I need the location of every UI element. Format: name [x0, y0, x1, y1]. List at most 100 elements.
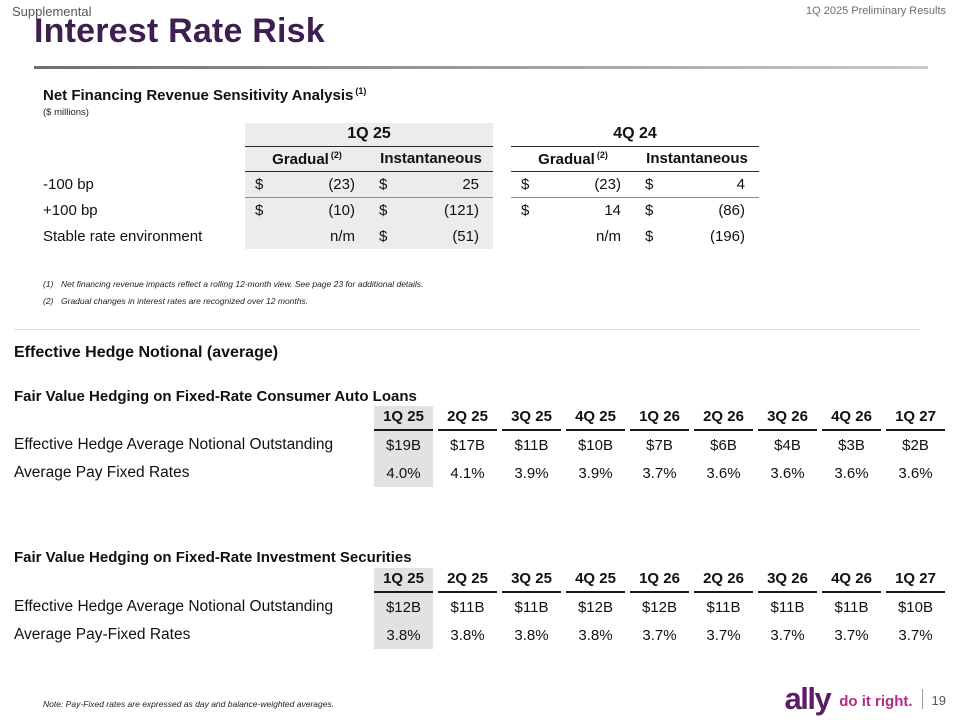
row-label: Effective Hedge Average Notional Outstan…	[14, 436, 334, 453]
cell: $10B	[577, 436, 614, 454]
cell: 3.7%	[642, 626, 677, 644]
cell: $11B	[514, 436, 549, 454]
cell: n/m	[245, 223, 369, 249]
units-label: ($ millions)	[43, 107, 89, 118]
spacer-cell	[43, 146, 245, 171]
gradual-label: Gradual	[538, 150, 595, 168]
cell: $4B	[774, 436, 801, 454]
subcol-gradual-4q24: Gradual (2)	[511, 146, 635, 172]
cell: $11B	[514, 598, 549, 616]
currency-sign: $	[379, 227, 388, 245]
investment-securities-table: 1Q 25 2Q 25 3Q 25 4Q 25 1Q 26 2Q 26 3Q 2…	[9, 568, 950, 649]
footnote-text: Net financing revenue impacts reflect a …	[61, 279, 424, 289]
row-label: -100 bp	[43, 175, 94, 193]
subcol-instantaneous-1q25: Instantaneous	[369, 146, 493, 172]
footnote-ref-1: (1)	[355, 86, 367, 96]
col-group-1q25: 1Q 25	[245, 123, 493, 147]
cell-value: (121)	[443, 201, 479, 219]
cell: $10B	[897, 598, 934, 616]
cell: 3.8%	[514, 626, 549, 644]
brand-block: ally do it right. 19	[784, 683, 946, 714]
col-header: 4Q 26	[822, 568, 881, 593]
section-divider	[14, 329, 920, 330]
gradual-label: Gradual	[272, 150, 329, 168]
col-header: 2Q 26	[694, 568, 753, 593]
cell: $14	[511, 197, 635, 223]
currency-sign: $	[645, 227, 654, 245]
header-row: 1Q 25 2Q 25 3Q 25 4Q 25 1Q 26 2Q 26 3Q 2…	[14, 568, 945, 593]
cell: $7B	[646, 436, 673, 454]
cell-value: (23)	[328, 175, 355, 193]
col-header: 1Q 25	[374, 406, 433, 431]
cell: 3.8%	[374, 621, 433, 649]
auto-loans-table: 1Q 25 2Q 25 3Q 25 4Q 25 1Q 26 2Q 26 3Q 2…	[9, 406, 950, 487]
cell: 4.0%	[374, 459, 433, 487]
spacer-cell	[493, 123, 511, 146]
subcol-gradual-1q25: Gradual (2)	[245, 146, 369, 172]
footnotes: (1) Net financing revenue impacts reflect…	[43, 279, 808, 306]
col-header: 1Q 25	[374, 568, 433, 593]
cell: $12B	[641, 598, 678, 616]
title-divider	[34, 66, 928, 69]
currency-sign: $	[645, 175, 654, 193]
cell: $17B	[449, 436, 486, 454]
col-header: 4Q 25	[566, 568, 625, 593]
cell: 3.6%	[898, 464, 933, 482]
table-row: Stable rate environment n/m $ (51) n/m $ (…	[43, 223, 759, 249]
spacer-cell	[14, 406, 369, 431]
cell: 3.7%	[706, 626, 741, 644]
cell: 3.6%	[834, 464, 869, 482]
col-header: 2Q 25	[438, 406, 497, 431]
sensitivity-title-text: Net Financing Revenue Sensitivity Analys…	[43, 87, 354, 104]
currency-sign: $	[255, 175, 264, 193]
spacer-cell	[493, 171, 511, 197]
sensitivity-section: Net Financing Revenue Sensitivity Analys…	[43, 86, 808, 313]
ally-logo: ally	[784, 681, 831, 716]
spacer-cell	[493, 223, 511, 249]
page-number-divider	[921, 688, 923, 709]
footnote-text: Gradual changes in interest rates are re…	[61, 296, 309, 306]
cell: $ (10)	[245, 197, 369, 223]
row-label: Effective Hedge Average Notional Outstan…	[14, 598, 334, 615]
table-row: Effective Hedge Average Notional Outstan…	[14, 431, 945, 459]
deck-subtitle: 1Q 2025 Preliminary Results	[805, 5, 946, 17]
col-group-4q24: 4Q 24	[511, 123, 759, 147]
cell: 3.6%	[770, 464, 805, 482]
cell: n/m	[511, 223, 635, 249]
cell: 3.9%	[514, 464, 549, 482]
cell: 3.6%	[706, 464, 741, 482]
cell-value: (196)	[709, 227, 745, 245]
cell-value: (51)	[452, 227, 479, 245]
cell: $3B	[838, 436, 865, 454]
cell: $6B	[710, 436, 737, 454]
auto-loans-table-title: Fair Value Hedging on Fixed-Rate Consume…	[14, 388, 417, 405]
cell: $19B	[374, 431, 433, 459]
col-header: 2Q 26	[694, 406, 753, 431]
currency-sign: $	[379, 201, 388, 219]
row-label: Average Pay-Fixed Rates	[14, 626, 191, 643]
cell: $ (86)	[635, 197, 759, 223]
sensitivity-section-title: Net Financing Revenue Sensitivity Analys…	[43, 86, 808, 104]
cell-value: 14	[604, 201, 621, 219]
row-label: +100 bp	[43, 201, 98, 219]
col-header: 2Q 25	[438, 568, 497, 593]
footnote-number: (1)	[43, 279, 54, 289]
col-header: 1Q 27	[886, 406, 945, 431]
cell: $12B	[577, 598, 614, 616]
footnote-number: (2)	[43, 296, 54, 306]
col-header: 4Q 26	[822, 406, 881, 431]
currency-sign: $	[521, 201, 530, 219]
cell: $4	[635, 171, 759, 198]
footnote-2: (2) Gradual changes in interest rates are…	[43, 296, 808, 306]
header-row: 1Q 25 2Q 25 3Q 25 4Q 25 1Q 26 2Q 26 3Q 2…	[14, 406, 945, 431]
cell-value: n/m	[329, 227, 355, 245]
cell: $ (23)	[511, 171, 635, 198]
investment-securities-table-title: Fair Value Hedging on Fixed-Rate Investm…	[14, 549, 412, 566]
subcol-instantaneous-4q24: Instantaneous	[635, 146, 759, 172]
col-header: 1Q 27	[886, 568, 945, 593]
spacer-cell	[493, 146, 511, 171]
group-header-row: 1Q 25 4Q 24	[43, 123, 759, 147]
page-number: 19	[931, 693, 946, 708]
footnote-1: (1) Net financing revenue impacts reflect…	[43, 279, 808, 289]
table-row: Average Pay Fixed Rates 4.0% 4.1% 3.9% 3…	[14, 459, 945, 487]
